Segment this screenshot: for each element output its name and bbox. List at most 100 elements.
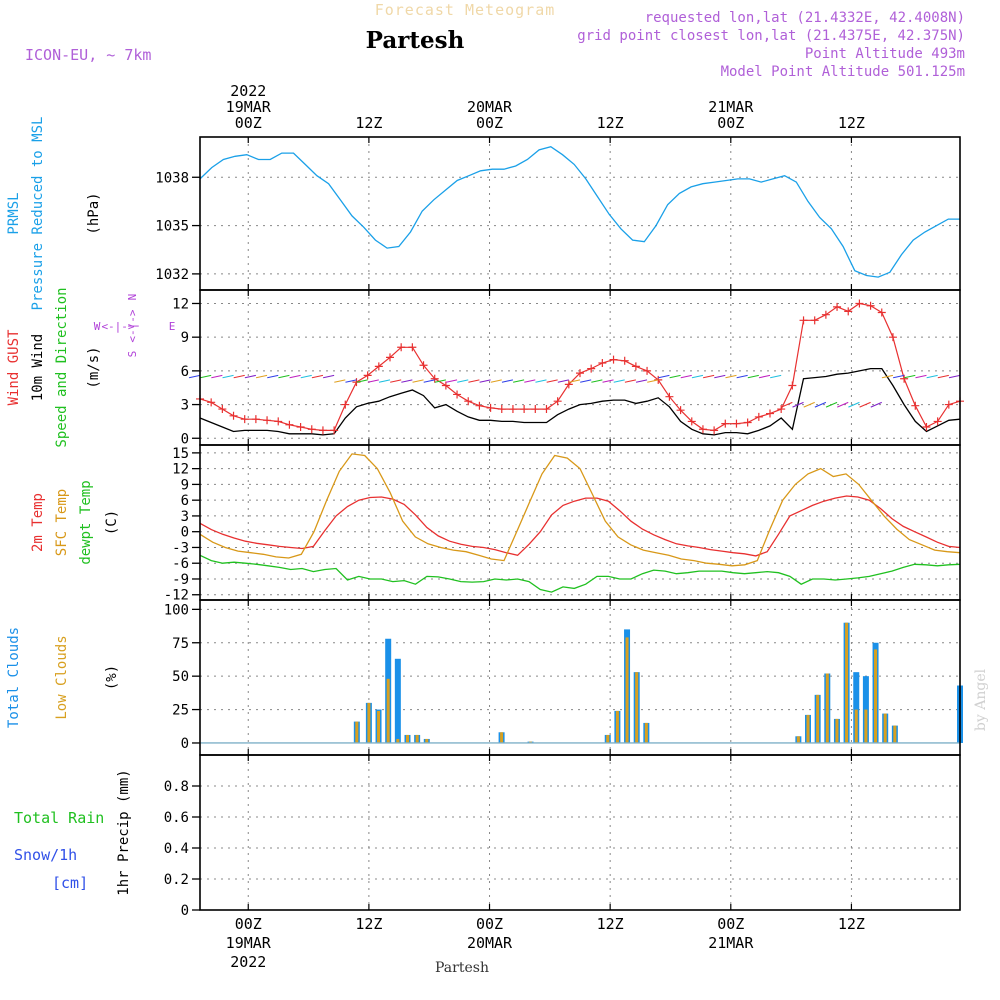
gust-marker <box>866 301 875 310</box>
temperature-ylabel: (C) <box>104 510 120 535</box>
wind-direction-arrow <box>200 374 212 379</box>
gust-marker <box>386 353 394 362</box>
wind-direction-arrow <box>513 379 525 383</box>
precip-frame <box>199 754 961 911</box>
chart-title: Forecast Meteogram <box>375 1 556 19</box>
wind-direction-arrow <box>479 379 491 383</box>
low-cloud-bar <box>893 725 897 743</box>
wind-direction-arrow <box>747 374 759 379</box>
clouds-ylabel: Total Clouds <box>6 627 22 728</box>
gust-marker <box>263 416 272 425</box>
wind-direction-arrow <box>635 379 648 383</box>
low-cloud-bar <box>635 672 639 743</box>
clouds-ytick-label: 0 <box>181 736 189 752</box>
clouds-ytick-label: 50 <box>172 669 189 685</box>
gust-marker <box>296 423 305 432</box>
compass-axis-horizontal: <-|-> <box>101 320 134 333</box>
gust-marker <box>542 405 551 414</box>
wind-direction-arrow <box>367 379 379 383</box>
temperature-ylabel: SFC Temp <box>54 489 70 556</box>
gust-marker <box>229 411 238 420</box>
gust-marker <box>408 343 417 352</box>
wind-direction-arrow <box>289 374 301 379</box>
precip-legend-label: [cm] <box>52 874 88 892</box>
precip-ytick-label: 0.4 <box>164 841 189 857</box>
gust-marker <box>564 380 573 389</box>
wind-direction-arrow <box>434 379 446 383</box>
wind-direction-arrow <box>591 379 603 383</box>
temperature-ytick-label: 0 <box>181 525 189 541</box>
wind-direction-arrow <box>680 374 692 379</box>
low-cloud-bar <box>615 710 619 743</box>
wind-gust-line <box>199 302 961 432</box>
wind-direction-arrow <box>770 374 782 379</box>
low-cloud-bar <box>854 709 858 743</box>
pressure-ylabel: PRMSL <box>6 192 22 234</box>
top-time-label: 20MAR <box>467 98 513 116</box>
gust-marker <box>687 417 696 426</box>
low-cloud-bar <box>377 710 381 743</box>
wind-direction-arrow <box>222 374 234 379</box>
compass-axis: <-|-> <box>126 309 139 342</box>
wind-direction-arrow <box>334 379 346 383</box>
precip-ylabel: 1hr Precip (mm) <box>116 769 132 895</box>
requested-coords: requested lon,lat (21.4332E, 42.4008N) <box>645 10 965 26</box>
wind-speed-line <box>199 367 961 436</box>
wind-direction-arrow <box>244 374 256 379</box>
gust-marker <box>330 426 339 435</box>
grid-coords: grid point closest lon,lat (21.4375E, 42… <box>577 28 965 44</box>
temperature-ytick-label: 9 <box>181 477 189 493</box>
gust-marker <box>307 425 316 434</box>
gust-marker <box>240 415 249 424</box>
watermark: by Angel <box>973 668 989 731</box>
gust-marker <box>698 425 707 434</box>
low-cloud-bar <box>425 738 429 743</box>
wind-direction-arrow <box>188 374 201 379</box>
wind-direction-arrow <box>859 401 871 408</box>
low-cloud-bar <box>355 721 359 743</box>
gust-marker <box>933 417 942 426</box>
gust-marker <box>620 356 629 365</box>
gust-marker <box>799 316 808 325</box>
gust-marker <box>341 400 350 409</box>
temperature-ytick-label: -6 <box>172 556 189 572</box>
wind-direction-arrow <box>423 379 435 383</box>
gust-marker <box>676 406 685 415</box>
temperature-ytick-label: -3 <box>172 540 189 556</box>
clouds-ylabel: (%) <box>104 665 120 690</box>
gust-marker <box>888 333 897 342</box>
gust-marker <box>833 302 842 311</box>
total-cloud-bar <box>394 658 401 743</box>
wind-ylabel: Speed and Direction <box>54 287 70 447</box>
low-cloud-bar <box>415 734 419 743</box>
wind-direction-arrow <box>401 379 413 383</box>
low-cloud-bar <box>806 714 810 743</box>
low-cloud-bar <box>644 722 648 743</box>
pressure-series-0 <box>199 145 960 278</box>
wind-direction-arrow <box>725 374 737 379</box>
gust-marker <box>754 412 763 421</box>
compass-south: S <box>126 351 139 358</box>
bottom-time-label: 20MAR <box>467 934 513 952</box>
precip-ytick-label: 0.8 <box>164 779 189 795</box>
clouds-panel: 0 25 50 75 100 <box>164 599 963 756</box>
wind-direction-arrow <box>792 401 804 408</box>
wind-direction-arrow <box>546 379 558 383</box>
top-time-label: 21MAR <box>708 98 754 116</box>
gust-marker <box>430 374 439 383</box>
temperature-series-0 <box>199 495 961 557</box>
gust-marker <box>665 392 674 401</box>
wind-direction-arrow <box>703 374 715 379</box>
wind-direction-arrow <box>490 379 502 383</box>
wind-direction-arrow <box>624 379 636 383</box>
wind-direction-arrow <box>948 374 961 379</box>
model-point-altitude: Model Point Altitude 501.125m <box>721 64 965 80</box>
header: Forecast Meteogram Partesh ICON-EU, ~ 7k… <box>25 1 989 976</box>
wind-direction-arrow <box>300 374 312 379</box>
wind-direction-arrow <box>736 374 748 379</box>
gust-marker <box>475 401 484 410</box>
low-cloud-bar <box>367 702 371 743</box>
